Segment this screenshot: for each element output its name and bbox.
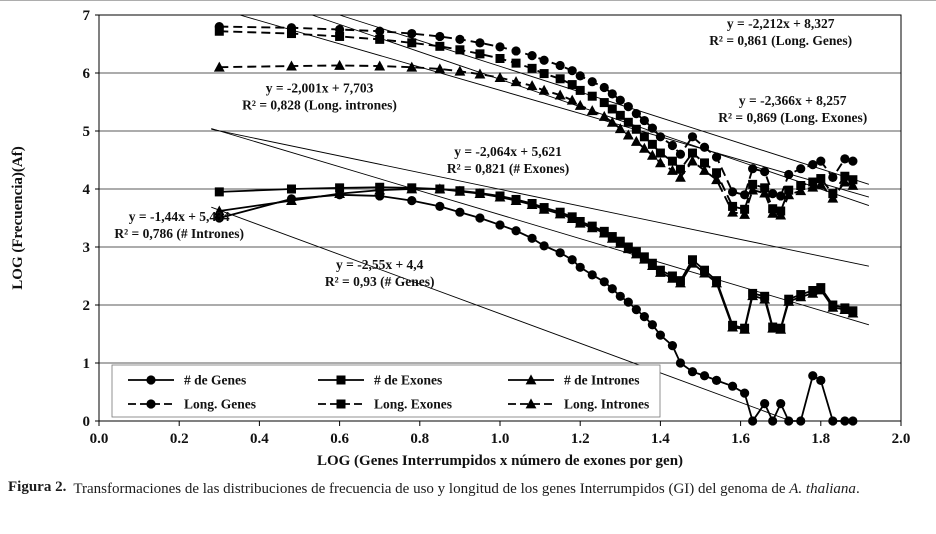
- trendline-num-intrones: [211, 128, 870, 267]
- legend-item-long-intrones: Long. Intrones: [508, 397, 649, 412]
- legend-label-long-exones: Long. Exones: [374, 397, 452, 412]
- svg-text:5: 5: [83, 124, 91, 140]
- trendline-label-num-intrones: y = -1,44x + 5,434 R² = 0,786 (# Intrones…: [114, 209, 244, 241]
- trendline-label-num-exones: y = -2,064x + 5,621 R² = 0,821 (# Exones): [447, 144, 569, 176]
- svg-text:1.2: 1.2: [571, 431, 590, 447]
- legend-item-long-exones: Long. Exones: [318, 397, 452, 412]
- svg-text:0.0: 0.0: [90, 431, 109, 447]
- legend-box: [111, 364, 661, 418]
- caption-text: Transformaciones de las distribuciones d…: [73, 481, 790, 497]
- frequency-distribution-chart: # de Genes # de Exones # de Intrones Long. …: [10, 8, 911, 469]
- caption-period: .: [855, 481, 860, 497]
- legend-label-long-genes: Long. Genes: [184, 397, 256, 412]
- trendline-num-exones: [211, 128, 870, 326]
- svg-text:7: 7: [83, 8, 91, 24]
- legend-label-num-intrones: # de Intrones: [564, 373, 640, 388]
- svg-text:1.8: 1.8: [811, 431, 830, 447]
- caption-body: Transformaciones de las distribuciones d…: [73, 479, 859, 501]
- svg-text:y = -1,44x + 5,434: y = -1,44x + 5,434: [129, 209, 230, 224]
- legend-label-num-genes: # de Genes: [184, 373, 246, 388]
- svg-text:R² = 0,869 (Long. Exones): R² = 0,869 (Long. Exones): [718, 110, 867, 125]
- svg-text:6: 6: [83, 66, 91, 82]
- svg-text:0: 0: [83, 414, 91, 430]
- svg-text:2.0: 2.0: [892, 431, 911, 447]
- caption-species: A. thaliana: [789, 481, 856, 497]
- legend-item-num-intrones: # de Intrones: [508, 373, 640, 388]
- svg-text:3: 3: [83, 240, 91, 256]
- svg-text:y = -2,064x + 5,621: y = -2,064x + 5,621: [454, 144, 562, 159]
- svg-text:R² = 0,821 (# Exones): R² = 0,821 (# Exones): [447, 161, 569, 176]
- svg-text:1.0: 1.0: [491, 431, 510, 447]
- svg-text:1.4: 1.4: [651, 431, 670, 447]
- series-long-intrones: [213, 59, 859, 220]
- svg-text:y = -2,366x + 8,257: y = -2,366x + 8,257: [739, 93, 847, 108]
- svg-text:1.6: 1.6: [731, 431, 750, 447]
- trendline-long-intrones: [239, 14, 870, 198]
- svg-text:y = -2,212x + 8,327: y = -2,212x + 8,327: [727, 16, 835, 31]
- svg-text:0.4: 0.4: [250, 431, 269, 447]
- trendline-label-long-intrones: y = -2,001x + 7,703 R² = 0,828 (Long. int…: [242, 81, 397, 113]
- legend-label-num-exones: # de Exones: [374, 373, 442, 388]
- svg-text:0.8: 0.8: [410, 431, 429, 447]
- trendline-label-long-exones: y = -2,366x + 8,257 R² = 0,869 (Long. Exo…: [718, 93, 867, 125]
- legend-item-num-exones: # de Exones: [318, 373, 442, 388]
- legend-label-long-intrones: Long. Intrones: [564, 397, 649, 412]
- svg-text:R² = 0,786 (# Intrones): R² = 0,786 (# Intrones): [114, 226, 244, 241]
- svg-text:y = -2,55x + 4,4: y = -2,55x + 4,4: [336, 257, 424, 272]
- y-axis-title: LOG (Frecuencia)(Af): [10, 146, 26, 289]
- svg-text:R² = 0,861 (Long. Genes): R² = 0,861 (Long. Genes): [709, 33, 852, 48]
- x-axis-title: LOG (Genes Interrumpidos x número de exo…: [317, 453, 683, 469]
- trendline-label-long-genes: y = -2,212x + 8,327 R² = 0,861 (Long. Gen…: [709, 16, 852, 48]
- svg-text:R² = 0,93 (# Genes): R² = 0,93 (# Genes): [325, 274, 435, 289]
- svg-text:4: 4: [83, 182, 91, 198]
- svg-text:0.6: 0.6: [330, 431, 349, 447]
- series-long-genes: [214, 22, 858, 201]
- svg-text:0.2: 0.2: [170, 431, 189, 447]
- legend-item-long-genes: Long. Genes: [128, 397, 256, 412]
- legend: # de Genes # de Exones # de Intrones Long. …: [111, 364, 661, 418]
- series-num-intrones: [213, 183, 859, 334]
- svg-text:2: 2: [83, 298, 91, 314]
- series-line-num-intrones: [219, 188, 854, 331]
- x-axis-ticks: 0.0 0.2 0.4 0.6 0.8 1.0 1.2 1.4 1.6 1.8 2.0: [90, 421, 911, 447]
- legend-item-num-genes: # de Genes: [128, 373, 246, 388]
- svg-text:y = -2,001x + 7,703: y = -2,001x + 7,703: [266, 81, 374, 96]
- figure-caption: Figura 2. Transformaciones de las distri…: [0, 471, 936, 501]
- trendline-num-genes: [211, 206, 792, 422]
- trendline-label-num-genes: y = -2,55x + 4,4 R² = 0,93 (# Genes): [325, 257, 435, 289]
- y-axis-ticks: 0 1 2 3 4 5 6 7: [83, 8, 99, 430]
- series-num-genes: [214, 190, 858, 426]
- caption-label: Figura 2.: [8, 479, 67, 495]
- svg-text:1: 1: [83, 356, 91, 372]
- svg-text:R² = 0,828 (Long. intrones): R² = 0,828 (Long. intrones): [242, 98, 397, 113]
